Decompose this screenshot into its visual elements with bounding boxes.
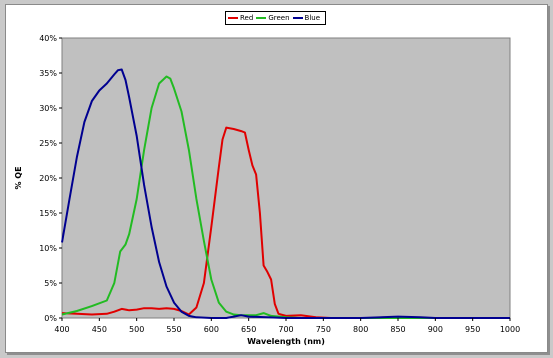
x-tick-label: 400 bbox=[54, 325, 69, 334]
y-axis-label: % QE bbox=[14, 166, 23, 189]
legend-label-red: Red bbox=[240, 14, 254, 22]
legend-label-green: Green bbox=[268, 14, 290, 22]
x-tick-label: 850 bbox=[390, 325, 405, 334]
legend-entry-blue: Blue bbox=[292, 14, 321, 22]
x-tick-label: 550 bbox=[166, 325, 181, 334]
x-tick-label: 450 bbox=[92, 325, 107, 334]
x-tick-label: 500 bbox=[129, 325, 144, 334]
x-tick-label: 700 bbox=[278, 325, 293, 334]
x-tick-label: 900 bbox=[428, 325, 443, 334]
legend-swatch-red bbox=[228, 17, 238, 19]
legend-label-blue: Blue bbox=[304, 14, 321, 22]
legend-swatch-blue bbox=[292, 17, 303, 19]
y-tick-label: 0% bbox=[44, 314, 57, 323]
y-tick-label: 25% bbox=[39, 139, 57, 148]
y-tick-label: 10% bbox=[39, 244, 57, 253]
series-line-green bbox=[61, 75, 510, 319]
y-tick-label: 20% bbox=[39, 174, 57, 183]
y-tick-label: 40% bbox=[39, 34, 57, 43]
x-axis: 400 450 500 550 600 650 700 750 800 850 900 950 1000 bbox=[54, 318, 520, 334]
x-tick-label: 800 bbox=[353, 325, 368, 334]
legend-swatch-green bbox=[256, 17, 267, 19]
y-tick-label: 30% bbox=[39, 104, 57, 113]
x-tick-label: 950 bbox=[465, 325, 480, 334]
legend-entry-red: Red bbox=[228, 14, 253, 22]
y-tick-label: 35% bbox=[39, 69, 57, 78]
x-tick-label: 600 bbox=[204, 325, 219, 334]
x-axis-label: Wavelength (nm) bbox=[247, 337, 325, 346]
y-tick-label: 15% bbox=[39, 209, 57, 218]
y-axis: 0% 5% 10% 15% 20% 25% 30% 35% 40% bbox=[39, 34, 62, 323]
y-tick-label: 5% bbox=[44, 279, 57, 288]
legend: Red Green Blue bbox=[225, 11, 327, 25]
x-tick-label: 750 bbox=[316, 325, 331, 334]
legend-entry-green: Green bbox=[256, 14, 290, 22]
series-line-red bbox=[61, 126, 510, 319]
x-tick-label: 1000 bbox=[500, 325, 520, 334]
plot-area bbox=[61, 37, 511, 319]
x-tick-label: 650 bbox=[241, 325, 256, 334]
